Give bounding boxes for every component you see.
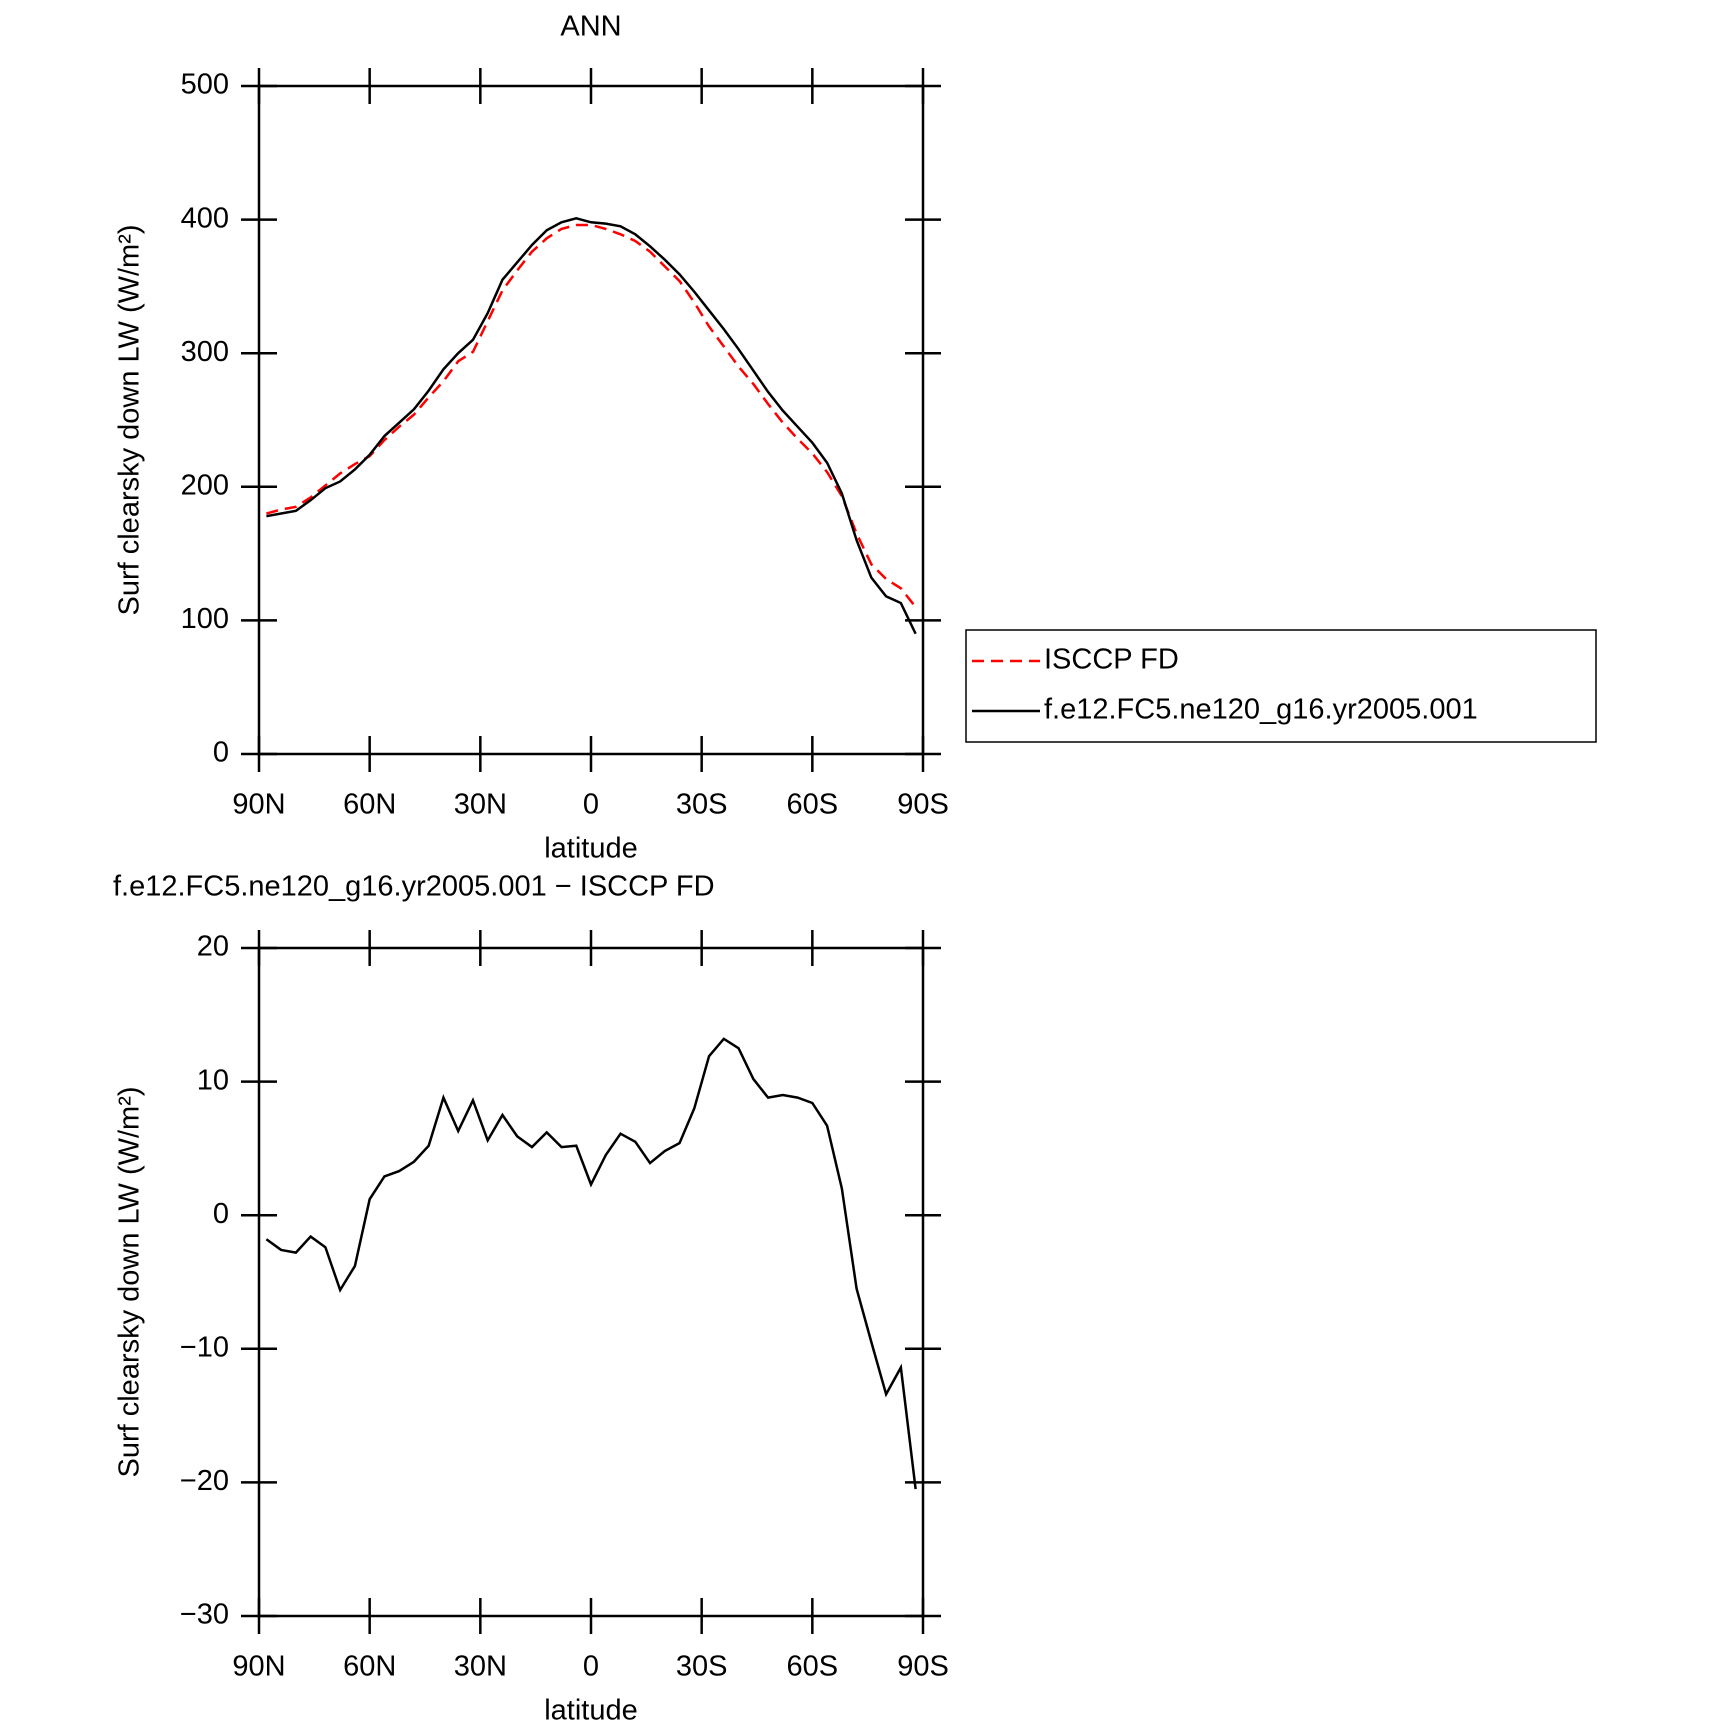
y-tick-label: 0 (213, 737, 229, 769)
legend: ISCCP FD f.e12.FC5.ne120_g16.yr2005.001 (965, 629, 1597, 743)
y-tick-label: −30 (180, 1599, 229, 1631)
data-line (265, 1037, 917, 1490)
y-axis-label: Surf clearsky down LW (W/m²) (114, 224, 146, 615)
chart-title: f.e12.FC5.ne120_g16.yr2005.001 − ISCCP F… (113, 871, 715, 903)
plot-frame (257, 946, 925, 1618)
x-axis-label: latitude (544, 833, 638, 865)
x-tick-label: 30S (676, 1651, 728, 1683)
y-tick-label: 100 (181, 603, 229, 635)
x-tick-label: 30N (454, 1651, 507, 1683)
legend-label: f.e12.FC5.ne120_g16.yr2005.001 (1044, 694, 1478, 726)
x-axis-label: latitude (544, 1695, 638, 1727)
y-tick-label: −10 (180, 1331, 229, 1363)
x-tick-label: 60S (787, 789, 839, 821)
chart-title: ANN (560, 11, 621, 43)
x-tick-label: 30N (454, 789, 507, 821)
x-tick-label: 60S (787, 1651, 839, 1683)
y-tick-label: 300 (181, 336, 229, 368)
x-tick-label: 0 (583, 789, 599, 821)
legend-label: ISCCP FD (1044, 644, 1179, 676)
y-tick-label: 200 (181, 469, 229, 501)
plot-frame (257, 84, 925, 756)
x-tick-label: 60N (343, 1651, 396, 1683)
y-axis-label: Surf clearsky down LW (W/m²) (114, 1086, 146, 1477)
x-tick-label: 60N (343, 789, 396, 821)
y-tick-label: 10 (197, 1064, 229, 1096)
x-tick-label: 90N (232, 789, 285, 821)
x-tick-label: 90N (232, 1651, 285, 1683)
y-tick-label: −20 (180, 1465, 229, 1497)
y-tick-label: 500 (181, 69, 229, 101)
y-tick-label: 0 (213, 1198, 229, 1230)
y-tick-label: 400 (181, 202, 229, 234)
data-line (266, 223, 917, 608)
x-tick-label: 30S (676, 789, 728, 821)
x-tick-label: 0 (583, 1651, 599, 1683)
legend-box (965, 629, 1597, 743)
x-tick-label: 90S (897, 1651, 949, 1683)
y-tick-label: 20 (197, 931, 229, 963)
data-line (266, 216, 917, 635)
x-tick-label: 90S (897, 789, 949, 821)
